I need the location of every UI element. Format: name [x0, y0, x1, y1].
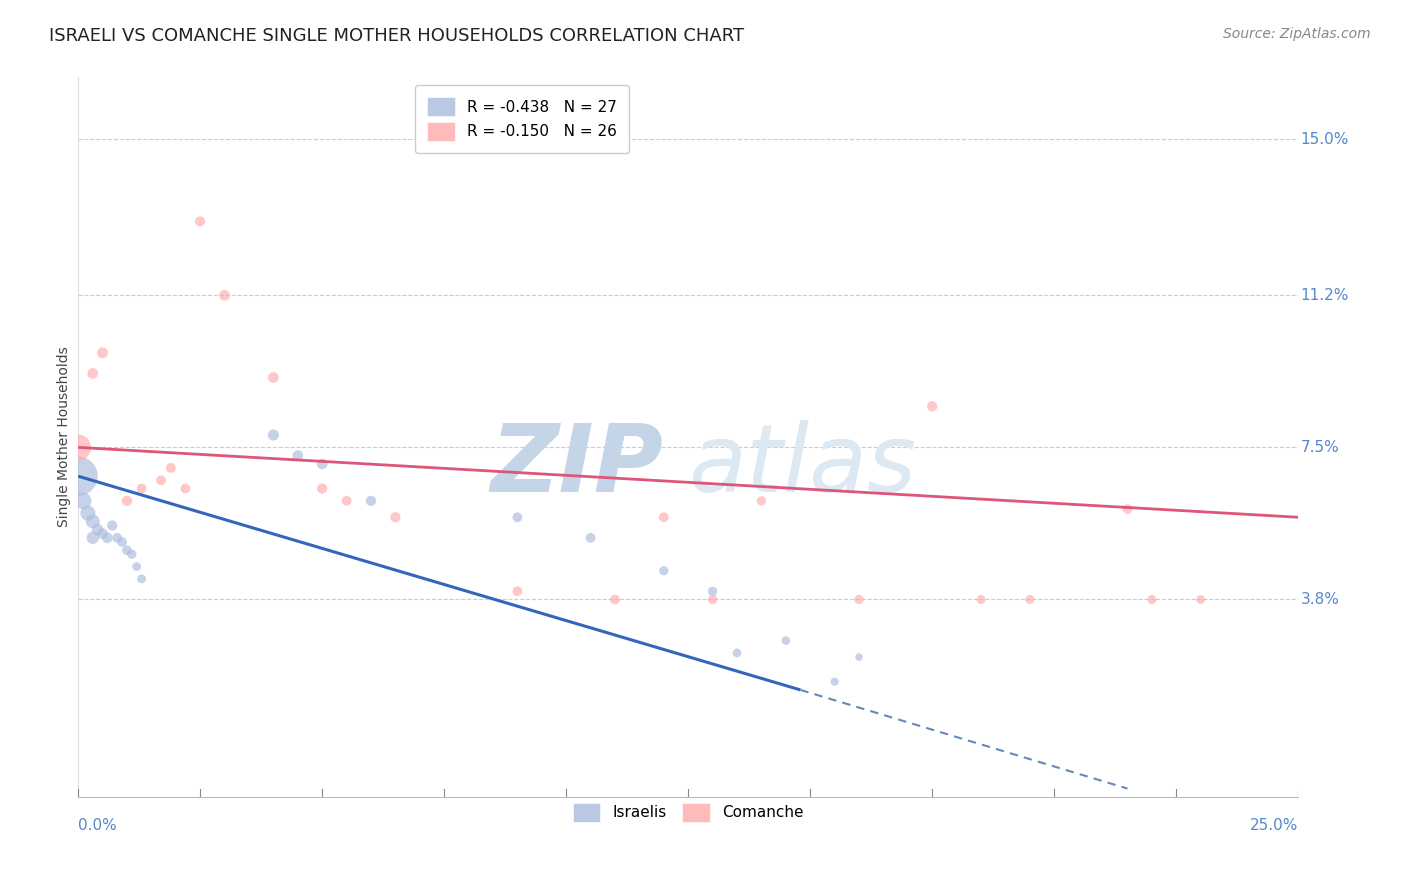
- Point: [101, 518, 124, 533]
- Point: [214, 288, 236, 302]
- Point: [702, 584, 724, 599]
- Point: [506, 584, 529, 599]
- Point: [115, 543, 138, 558]
- Point: [262, 428, 284, 442]
- Text: Source: ZipAtlas.com: Source: ZipAtlas.com: [1223, 27, 1371, 41]
- Point: [848, 650, 870, 665]
- Point: [1189, 592, 1212, 607]
- Point: [1116, 502, 1139, 516]
- Text: 25.0%: 25.0%: [1250, 818, 1298, 833]
- Point: [125, 559, 148, 574]
- Point: [91, 346, 114, 360]
- Point: [970, 592, 993, 607]
- Text: 7.5%: 7.5%: [1301, 440, 1340, 455]
- Point: [96, 531, 118, 545]
- Point: [506, 510, 529, 524]
- Point: [311, 482, 333, 496]
- Text: ZIP: ZIP: [491, 420, 664, 512]
- Point: [86, 523, 108, 537]
- Point: [150, 473, 173, 487]
- Point: [82, 515, 104, 529]
- Text: 11.2%: 11.2%: [1301, 288, 1350, 302]
- Point: [1018, 592, 1040, 607]
- Y-axis label: Single Mother Households: Single Mother Households: [58, 347, 72, 527]
- Point: [262, 370, 284, 384]
- Point: [188, 214, 211, 228]
- Text: 15.0%: 15.0%: [1301, 132, 1350, 146]
- Point: [848, 592, 870, 607]
- Text: 0.0%: 0.0%: [79, 818, 117, 833]
- Point: [360, 493, 382, 508]
- Point: [131, 572, 153, 586]
- Point: [111, 535, 134, 549]
- Point: [72, 493, 94, 508]
- Point: [335, 493, 357, 508]
- Point: [105, 531, 128, 545]
- Text: ISRAELI VS COMANCHE SINGLE MOTHER HOUSEHOLDS CORRELATION CHART: ISRAELI VS COMANCHE SINGLE MOTHER HOUSEH…: [49, 27, 744, 45]
- Point: [67, 469, 90, 483]
- Point: [91, 526, 114, 541]
- Point: [160, 461, 183, 475]
- Point: [921, 399, 943, 413]
- Legend: Israelis, Comanche: Israelis, Comanche: [562, 792, 814, 832]
- Point: [603, 592, 626, 607]
- Point: [751, 493, 773, 508]
- Point: [82, 531, 104, 545]
- Point: [775, 633, 797, 648]
- Point: [82, 367, 104, 381]
- Point: [652, 510, 675, 524]
- Point: [287, 449, 309, 463]
- Text: 3.8%: 3.8%: [1301, 592, 1340, 607]
- Point: [384, 510, 406, 524]
- Point: [824, 674, 846, 689]
- Point: [725, 646, 748, 660]
- Point: [115, 493, 138, 508]
- Point: [67, 441, 90, 455]
- Text: atlas: atlas: [688, 420, 917, 511]
- Point: [652, 564, 675, 578]
- Point: [77, 506, 100, 520]
- Point: [311, 457, 333, 471]
- Point: [702, 592, 724, 607]
- Point: [1140, 592, 1163, 607]
- Point: [121, 547, 143, 561]
- Point: [131, 482, 153, 496]
- Point: [579, 531, 602, 545]
- Point: [174, 482, 197, 496]
